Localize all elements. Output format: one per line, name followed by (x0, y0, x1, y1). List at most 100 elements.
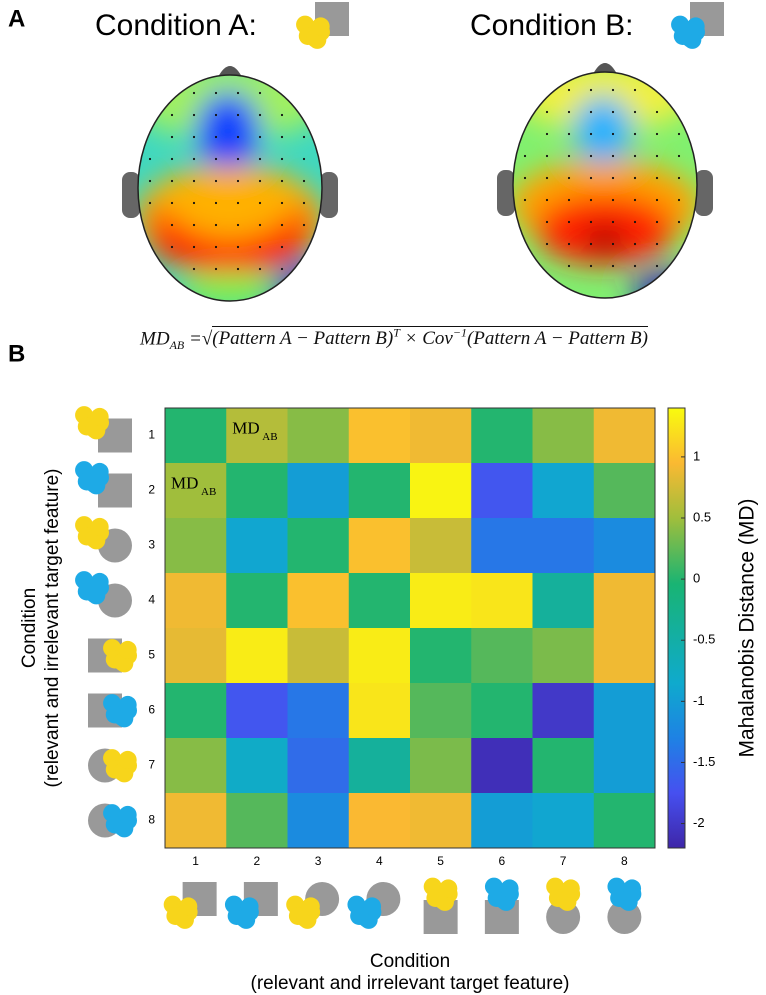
electrode (236, 179, 240, 183)
blob (240, 897, 259, 916)
heatmap-cell (226, 793, 288, 849)
heatmap-cell (226, 463, 288, 519)
heatmap-cell (532, 573, 595, 629)
blob (90, 572, 109, 591)
electrode (170, 179, 174, 183)
x-axis-label: (relevant and irrelevant target feature) (251, 973, 570, 994)
electrode (258, 157, 262, 161)
electrode (236, 223, 240, 227)
y-tick-label: 7 (148, 758, 155, 772)
formula-sup: T (393, 326, 400, 340)
condition-title: Condition B: (470, 9, 633, 42)
electrode (192, 201, 196, 205)
electrode (567, 242, 571, 246)
electrode (567, 220, 571, 224)
blob (686, 17, 705, 36)
electrode (633, 220, 637, 224)
electrode (523, 154, 527, 158)
electrode (214, 223, 218, 227)
heatmap-cell (471, 738, 533, 794)
electrode (567, 132, 571, 136)
electrode (655, 220, 659, 224)
electrode (236, 113, 240, 117)
electrode (236, 201, 240, 205)
electrode (589, 88, 593, 92)
electrode (677, 154, 681, 158)
electrode (633, 110, 637, 114)
electrode (633, 132, 637, 136)
heatmap-cell (471, 408, 533, 464)
heatmap-cell (410, 463, 472, 519)
electrode (192, 113, 196, 117)
electrode (589, 198, 593, 202)
electrode (258, 245, 262, 249)
y-tick-label: 6 (148, 703, 155, 717)
blob (118, 640, 137, 659)
electrode (545, 176, 549, 180)
condition-title: Condition A: (95, 9, 257, 42)
electrode (545, 110, 549, 114)
electrode (236, 157, 240, 161)
x-tick-label: 1 (192, 854, 199, 868)
electrode (192, 245, 196, 249)
heatmap-cell (287, 683, 350, 739)
heatmap-cell (348, 573, 411, 629)
colorbar-tick-label: 0 (693, 571, 700, 586)
annotation-sub: AB (201, 486, 216, 498)
heatmap-cell (410, 738, 472, 794)
electrode (214, 245, 218, 249)
heatmap-cell (348, 738, 411, 794)
heatmap-cell (410, 628, 472, 684)
heatmap-cell (348, 518, 411, 574)
electrode (302, 135, 306, 139)
colorbar-label: Mahalanobis Distance (MD) (736, 498, 759, 757)
electrode (677, 220, 681, 224)
heatmap-cell (593, 408, 656, 464)
electrode (214, 179, 218, 183)
electrode (302, 201, 306, 205)
electrode (655, 110, 659, 114)
heatmap-cell (532, 793, 595, 849)
y-axis-label: (relevant and irrelevant target feature) (42, 469, 63, 788)
electrode (148, 179, 152, 183)
x-tick-label: 3 (315, 854, 322, 868)
electrode (633, 198, 637, 202)
colorbar (667, 407, 686, 849)
heatmap-cell (532, 463, 595, 519)
blob (118, 805, 137, 824)
heatmap-cell (287, 573, 350, 629)
electrode (170, 157, 174, 161)
blob (311, 17, 330, 36)
electrode (192, 223, 196, 227)
heatmap-cell (287, 518, 350, 574)
electrode (611, 110, 615, 114)
heatmap-cell (593, 793, 656, 849)
y-tick-label: 3 (148, 538, 155, 552)
heatmap-cell (348, 463, 411, 519)
electrode (611, 154, 615, 158)
heatmap-cell (410, 408, 472, 464)
heatmap-cell (348, 793, 411, 849)
electrode (611, 198, 615, 202)
electrode (258, 135, 262, 139)
annotation-sub: AB (262, 431, 277, 443)
electrode (589, 154, 593, 158)
electrode (214, 267, 218, 271)
colorbar-tick-label: -2 (693, 815, 705, 830)
formula-lhs: MD (140, 328, 170, 350)
electrode (589, 132, 593, 136)
heatmap-cell (287, 628, 350, 684)
electrode (589, 110, 593, 114)
heatmap-cell (410, 518, 472, 574)
electrode (236, 91, 240, 95)
heatmap-cell (471, 683, 533, 739)
electrode (567, 264, 571, 268)
x-tick-label: 4 (376, 854, 383, 868)
electrode (170, 201, 174, 205)
y-tick-label: 4 (148, 593, 155, 607)
formula-sub: AB (169, 338, 185, 353)
electrode (589, 242, 593, 246)
electrode (214, 91, 218, 95)
x-axis-label: Condition (370, 951, 450, 972)
